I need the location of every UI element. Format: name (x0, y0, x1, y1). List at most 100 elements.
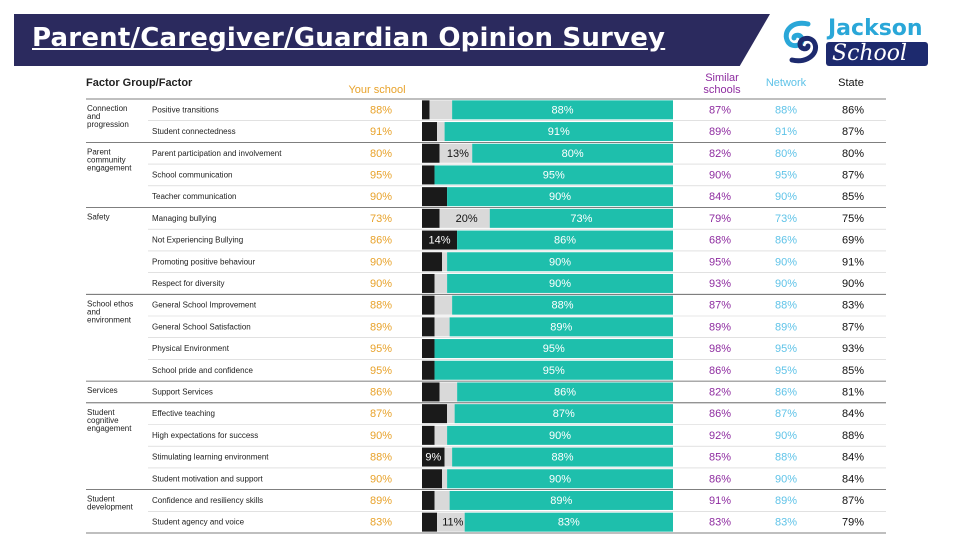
bar-positive-label: 89% (550, 321, 572, 333)
network-value: 89% (775, 495, 797, 507)
state-value: 87% (842, 495, 864, 507)
group-label: environment (87, 315, 132, 324)
your-school-value: 80% (370, 148, 392, 160)
your-school-value: 89% (370, 495, 392, 507)
group-label: Student (87, 408, 115, 417)
state-value: 93% (842, 343, 864, 355)
bar-neutral-label: 11% (442, 517, 463, 529)
network-value: 90% (775, 430, 797, 442)
bar-positive (444, 122, 673, 142)
network-value: 83% (775, 517, 797, 529)
bar-negative (422, 100, 430, 120)
your-school-value: 90% (370, 191, 392, 203)
group-label: Connection (87, 104, 127, 113)
similar-schools-value: 86% (709, 408, 731, 420)
page-title: Parent/Caregiver/Guardian Opinion Survey (32, 23, 666, 53)
network-value: 80% (775, 148, 797, 160)
bar-positive (449, 317, 673, 337)
bar-negative-label: 9% (425, 452, 441, 464)
network-value: 89% (775, 321, 797, 333)
bar-negative-label: 14% (429, 235, 451, 247)
similar-schools-value: 82% (709, 148, 731, 160)
factor-label: Positive transitions (152, 105, 219, 114)
state-value: 83% (842, 300, 864, 312)
bar-negative (422, 165, 435, 185)
bar-positive (447, 469, 673, 489)
bar-negative (422, 208, 440, 228)
bar-neutral (437, 512, 465, 532)
similar-schools-header-line1: Similar (705, 72, 739, 84)
bar-positive (447, 273, 673, 293)
bar-neutral (434, 295, 453, 315)
similar-schools-value: 89% (709, 126, 731, 138)
your-school-value: 90% (370, 430, 392, 442)
factor-column-header: Factor Group/Factor (86, 77, 193, 89)
bar-neutral (439, 208, 490, 228)
bar-negative (422, 447, 445, 467)
similar-schools-value: 91% (709, 495, 731, 507)
bar-positive-label: 83% (558, 517, 580, 529)
factor-label: School pride and confidence (152, 366, 254, 375)
bar-positive (452, 447, 673, 467)
network-value: 95% (775, 365, 797, 377)
bar-positive (434, 339, 673, 359)
network-value: 90% (775, 191, 797, 203)
bar-neutral (434, 425, 448, 445)
factor-label: Student agency and voice (152, 518, 245, 527)
network-value: 88% (775, 452, 797, 464)
bar-positive (447, 187, 673, 207)
network-value: 91% (775, 126, 797, 138)
bar-positive (452, 100, 673, 120)
similar-schools-value: 98% (709, 343, 731, 355)
state-value: 79% (842, 517, 864, 529)
bar-negative (422, 469, 443, 489)
state-value: 88% (842, 430, 864, 442)
network-value: 88% (775, 104, 797, 116)
state-value: 84% (842, 408, 864, 420)
state-value: 87% (842, 126, 864, 138)
factor-label: High expectations for success (152, 431, 258, 440)
bar-negative (422, 339, 435, 359)
your-school-value: 73% (370, 213, 392, 225)
bar-neutral-label: 13% (447, 148, 469, 160)
network-value: 95% (775, 169, 797, 181)
bar-positive (452, 295, 673, 315)
state-value: 84% (842, 452, 864, 464)
bar-neutral (437, 122, 445, 142)
factor-label: Stimulating learning environment (152, 453, 269, 462)
bar-positive (489, 208, 673, 228)
similar-schools-value: 82% (709, 386, 731, 398)
your-school-value: 90% (370, 473, 392, 485)
title-banner: Parent/Caregiver/Guardian Opinion Survey (14, 14, 770, 66)
your-school-value: 87% (370, 408, 392, 420)
similar-schools-value: 83% (709, 517, 731, 529)
your-school-value: 86% (370, 386, 392, 398)
factor-label: Student motivation and support (152, 474, 264, 483)
network-value: 95% (775, 343, 797, 355)
bar-positive-label: 95% (543, 169, 565, 181)
your-school-value: 95% (370, 365, 392, 377)
network-value: 86% (775, 235, 797, 247)
bar-positive (449, 490, 673, 510)
bar-negative (422, 382, 440, 402)
your-school-value: 91% (370, 126, 392, 138)
bar-neutral (439, 382, 458, 402)
your-school-value: 88% (370, 452, 392, 464)
bar-positive-label: 86% (554, 386, 576, 398)
your-school-value: 89% (370, 321, 392, 333)
bar-negative (422, 252, 443, 272)
bar-neutral (444, 447, 453, 467)
bar-negative (422, 122, 438, 142)
state-value: 84% (842, 473, 864, 485)
group-label: Parent (87, 147, 111, 156)
similar-schools-value: 79% (709, 213, 731, 225)
bar-positive-label: 90% (549, 430, 571, 442)
network-column-header: Network (766, 77, 807, 89)
state-value: 85% (842, 365, 864, 377)
state-column-header: State (838, 77, 864, 89)
factor-label: Managing bullying (152, 214, 217, 223)
similar-schools-value: 87% (709, 104, 731, 116)
similar-schools-value: 87% (709, 300, 731, 312)
state-value: 81% (842, 386, 864, 398)
bar-positive-label: 88% (552, 300, 574, 312)
